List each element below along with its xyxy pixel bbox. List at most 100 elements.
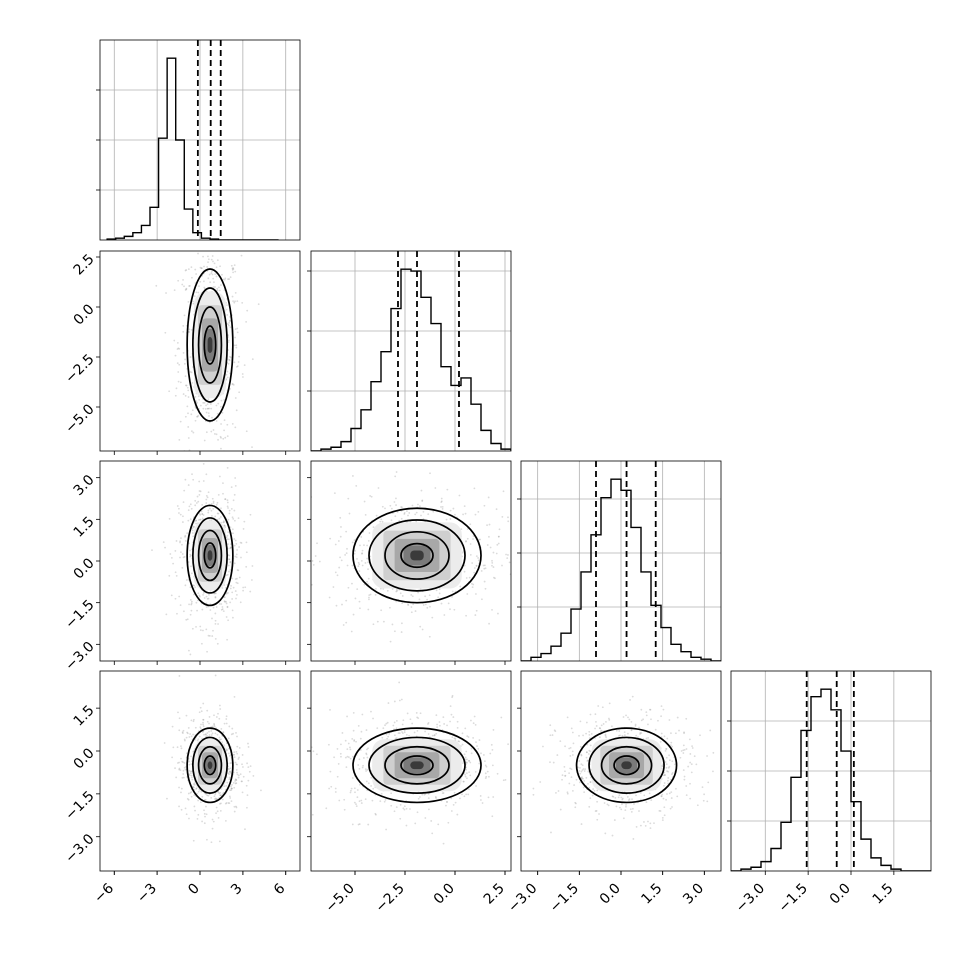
sample-point [589,744,592,747]
sample-point [339,516,342,519]
sample-point [437,596,440,599]
sample-point [231,267,234,270]
sample-point [564,774,567,777]
sample-point [196,415,199,418]
sample-point [353,552,356,555]
sample-point [233,562,236,565]
sample-point [195,601,198,604]
sample-point [527,840,529,842]
sample-point [466,537,469,540]
sample-point [595,725,598,727]
sample-point [352,755,354,758]
sample-point [183,762,186,764]
sample-point [661,765,664,767]
contour-1 [197,306,223,384]
sample-point [194,268,197,271]
sample-point [363,583,366,586]
sample-point [365,770,367,772]
sample-point [188,817,190,820]
sample-point [163,742,166,744]
sample-point [359,544,361,547]
sample-point [396,588,398,591]
sample-point [367,568,369,571]
sample-point [234,782,237,785]
sample-point [315,753,318,756]
sample-point [690,763,693,766]
sample-point [618,734,620,737]
sample-point [308,772,310,774]
sample-point [197,738,200,741]
sample-point [639,824,642,827]
sample-point [585,751,588,754]
sample-point [352,475,354,477]
sample-point [389,640,392,643]
sample-point [180,747,183,750]
sample-point [465,761,468,764]
sample-point [190,603,193,606]
sample-point [485,775,488,778]
sample-point [484,587,487,590]
sample-point [229,569,232,571]
sample-point [474,723,477,726]
sample-point [190,774,193,777]
sample-point [189,518,192,521]
sample-point [187,792,190,795]
sample-point [193,584,196,587]
sample-point [311,813,314,816]
sample-point [312,564,315,566]
sample-point [631,807,634,810]
sample-point [440,497,443,500]
sample-point [682,769,685,772]
sample-point [223,722,226,725]
sample-point [365,729,368,731]
sample-point [202,592,205,594]
sample-point [587,753,590,755]
sample-point [162,541,165,544]
sample-point [403,512,406,514]
sample-point [212,820,215,823]
sample-point [340,559,343,562]
sample-point [233,301,236,304]
sample-point [225,801,228,804]
sample-point [338,799,341,802]
sample-point [431,832,434,835]
sample-point [466,593,469,595]
sample-point [245,541,248,544]
sample-point [660,705,663,708]
sample-point [568,772,570,775]
sample-point [155,284,158,287]
sample-point [488,775,490,778]
sample-point [645,801,648,804]
sample-point [236,365,238,368]
sample-point [468,759,470,762]
sample-point [226,246,228,248]
sample-point [667,782,670,785]
sample-point [228,321,231,324]
sample-point [193,784,196,786]
sample-point [368,596,370,599]
sample-point [359,749,362,751]
sample-point [450,797,453,800]
sample-point [575,778,578,781]
sample-point [202,629,204,632]
sample-point [529,568,531,570]
sample-point [232,532,234,535]
sample-point [207,511,210,514]
sample-point [436,726,439,729]
sample-point [188,760,190,763]
y-tick-label: 1.5 [71,702,98,729]
sample-point [218,603,221,605]
panel-0-0 [96,39,301,241]
sample-point [187,727,190,729]
sample-point [572,742,575,745]
sample-point [416,716,419,719]
contour-2 [588,736,665,794]
sample-point [595,720,597,723]
sample-point [518,712,520,714]
sample-point [393,734,396,737]
sample-point [395,727,398,730]
sample-point [236,331,239,334]
sample-point [227,339,230,342]
y-tick-label: −1.5 [62,788,97,823]
sample-point [181,553,184,555]
